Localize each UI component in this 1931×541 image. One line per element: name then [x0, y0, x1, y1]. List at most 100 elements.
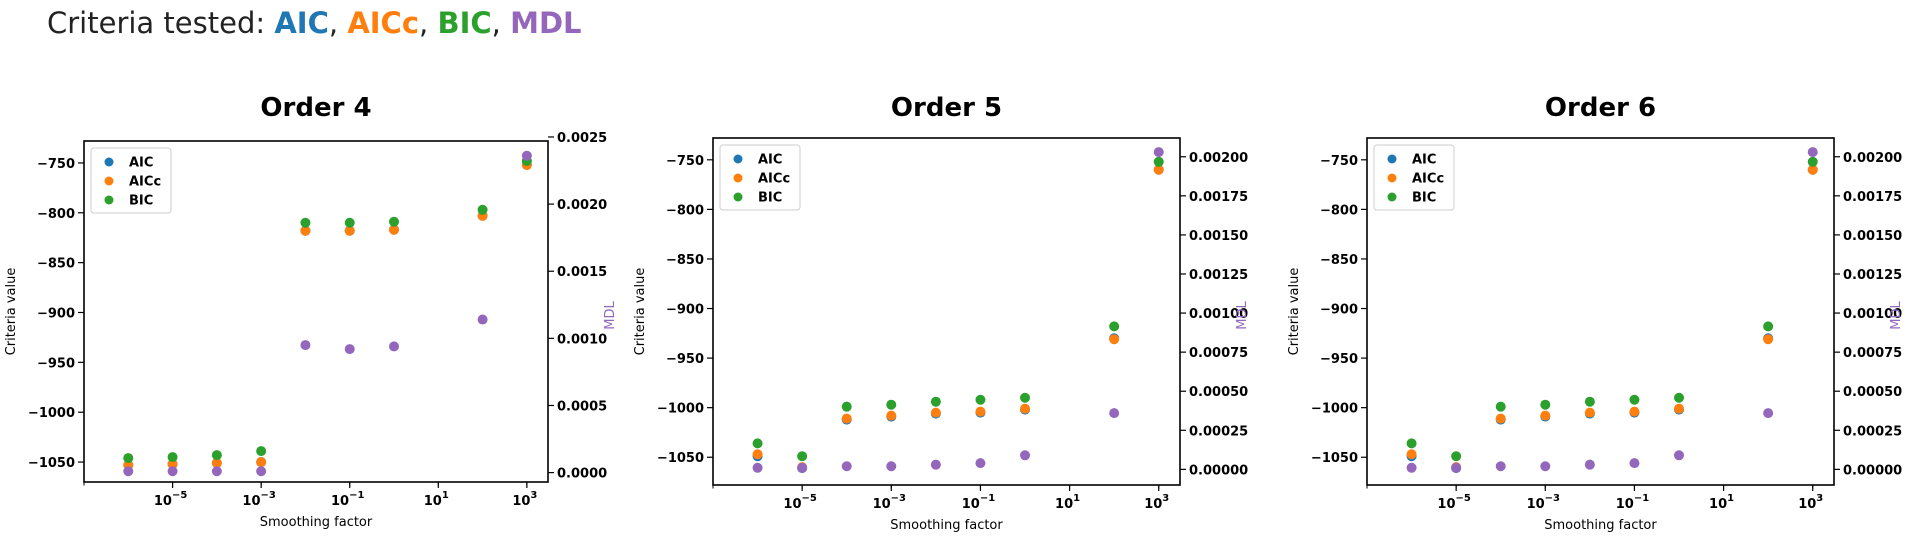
y-tick-label: −950 [1320, 352, 1358, 367]
series-aicc [752, 164, 1164, 473]
x-axis-label: Smoothing factor [1544, 518, 1657, 533]
y2-tick-label: 0.0025 [557, 131, 607, 146]
y-tick-label: −800 [1320, 203, 1358, 218]
data-point-bic [1629, 394, 1640, 405]
legend-marker [733, 192, 743, 202]
data-point-bic [344, 217, 355, 228]
y-tick-label: −900 [37, 306, 75, 321]
data-point-aicc [1540, 410, 1551, 421]
data-point-aicc [256, 457, 267, 468]
data-point-mdl [1763, 408, 1774, 419]
data-point-aicc [1584, 407, 1595, 418]
y2-tick-label: 0.00175 [1189, 190, 1248, 205]
y-axis-label: Criteria value [4, 268, 19, 356]
legend-label: BIC [129, 194, 153, 209]
plot-frame [1366, 137, 1835, 486]
data-point-bic [1807, 156, 1818, 167]
y-tick-label: −1050 [1311, 451, 1358, 466]
y2-tick-label: 0.00050 [1189, 385, 1248, 400]
data-point-aicc [1495, 413, 1506, 424]
legend-label: AICc [129, 175, 161, 190]
data-point-aicc [1674, 403, 1685, 414]
series-aic [1406, 164, 1818, 474]
data-point-bic [1109, 321, 1120, 332]
data-point-mdl [886, 461, 897, 472]
data-point-aicc [1807, 164, 1818, 175]
y-tick-label: −800 [666, 203, 704, 218]
data-point-bic [930, 396, 941, 407]
x-tick-label: 10−3 [873, 493, 906, 512]
data-point-aicc [1153, 164, 1164, 175]
y-tick-label: −800 [37, 207, 75, 222]
chart-panel-1: Order 4 10−5 10−3 10−1 101 103 Smoothing facto… [4, 93, 618, 530]
data-point-mdl [1153, 147, 1164, 158]
data-point-aicc [886, 410, 897, 421]
data-point-aicc [1763, 334, 1774, 345]
y-tick-label: −1000 [657, 402, 704, 417]
data-point-aicc [344, 225, 355, 236]
plot-frame [712, 137, 1181, 486]
y2-tick-label: 0.0005 [557, 399, 607, 414]
chart-title: Order 4 [260, 93, 371, 123]
y2-tick-label: 0.00050 [1843, 385, 1902, 400]
data-point-mdl [1674, 450, 1685, 461]
y2-tick-label: 0.00025 [1843, 424, 1902, 439]
data-point-mdl [167, 466, 178, 477]
x-tick-label: 10−1 [962, 493, 995, 512]
data-point-bic [1584, 396, 1595, 407]
legend-marker [104, 157, 114, 167]
data-point-aicc [300, 225, 311, 236]
data-point-bic [752, 438, 763, 449]
data-point-bic [1540, 399, 1551, 410]
legend-label: AICc [758, 172, 790, 187]
y-tick-label: −850 [37, 257, 75, 272]
data-point-bic [389, 216, 400, 227]
data-point-aicc [1629, 406, 1640, 417]
plot-frame [83, 140, 549, 483]
series-aicc [1406, 164, 1818, 473]
heading-separator: , [419, 6, 438, 40]
y-axis-label: Criteria value [633, 268, 648, 356]
y2-tick-label: 0.00125 [1189, 268, 1248, 283]
y2-tick-label: 0.00125 [1843, 268, 1902, 283]
legend-marker [104, 195, 114, 205]
data-point-mdl [975, 458, 986, 469]
x-tick-label: 103 [1144, 493, 1169, 512]
y2-tick-label: 0.0015 [557, 265, 607, 280]
y2-tick-label: 0.00100 [1843, 307, 1902, 322]
y-tick-label: −750 [1320, 154, 1358, 169]
data-point-bic [256, 446, 267, 457]
data-point-mdl [1020, 450, 1031, 461]
data-point-bic [1763, 321, 1774, 332]
legend-label: BIC [1412, 191, 1436, 206]
data-point-mdl [300, 340, 311, 351]
legend-marker [1387, 192, 1397, 202]
data-point-mdl [344, 344, 355, 355]
y2-tick-label: 0.0000 [557, 467, 607, 482]
legend-label: BIC [758, 191, 782, 206]
y2-tick-label: 0.00000 [1189, 463, 1248, 478]
data-point-mdl [477, 314, 488, 325]
y-tick-label: −1000 [28, 406, 75, 421]
y-tick-label: −1050 [657, 451, 704, 466]
series-aicc [123, 159, 532, 471]
data-point-mdl [797, 462, 808, 473]
series-mdl [752, 147, 1164, 473]
heading-prefix: Criteria tested: [47, 6, 275, 40]
data-point-mdl [1584, 459, 1595, 470]
chart-panel-3: Order 6 10−5 10−3 10−1 101 103 Smoothing facto… [1287, 93, 1904, 533]
legend-label: AIC [758, 153, 782, 168]
heading-criterion-bic: BIC [437, 6, 492, 40]
data-point-mdl [1540, 461, 1551, 472]
y2-tick-label: 0.00200 [1189, 151, 1248, 166]
y-tick-label: −950 [666, 352, 704, 367]
y2-tick-label: 0.00200 [1843, 151, 1902, 166]
data-point-mdl [521, 150, 532, 161]
x-tick-label: 10−1 [1616, 493, 1649, 512]
data-point-mdl [1807, 147, 1818, 158]
data-point-mdl [1495, 461, 1506, 472]
x-tick-label: 10−5 [783, 493, 816, 512]
heading-separator: , [491, 6, 511, 40]
legend-marker [1387, 173, 1397, 183]
